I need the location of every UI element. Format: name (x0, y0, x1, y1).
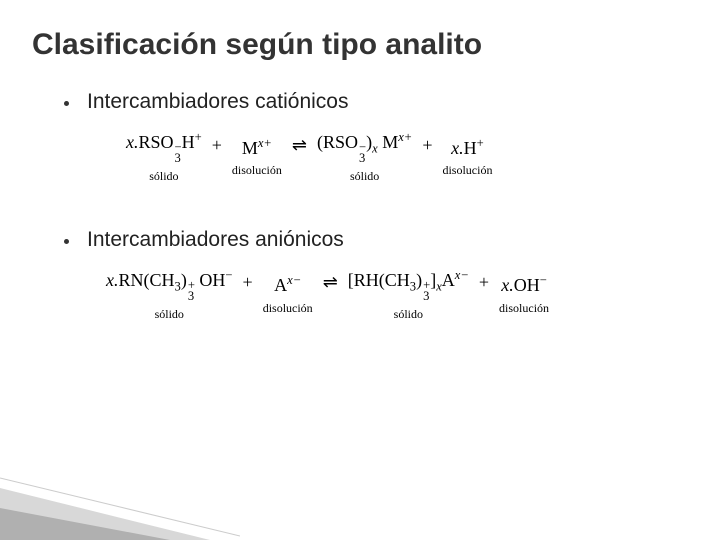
phase-label: sólido (155, 307, 184, 322)
bullet-text: Intercambiadores catiónicos (87, 90, 348, 114)
operator-plus: + (210, 133, 224, 157)
operator-plus: + (420, 133, 434, 157)
phase-label: sólido (350, 169, 379, 184)
bullet-item-anion: Intercambiadores aniónicos (64, 228, 684, 252)
bullet-dot-icon (64, 101, 69, 106)
operator-equilibrium: ⇌ (321, 271, 340, 295)
phase-label: disolución (499, 301, 549, 316)
phase-label: sólido (149, 169, 178, 184)
eq-term: x.OH− disolución (499, 275, 549, 316)
eq-term: Ax− disolución (263, 275, 313, 316)
eq-term: (RSO−3)x Mx+ sólido (317, 132, 412, 184)
bullet-text: Intercambiadores aniónicos (87, 228, 344, 252)
phase-label: disolución (263, 301, 313, 316)
corner-accent-icon (0, 470, 240, 540)
equation-anion: x.RN(CH3)+3 OH− sólido + Ax− disolución … (106, 270, 684, 322)
operator-plus: + (241, 271, 255, 295)
equation-row: x.RN(CH3)+3 OH− sólido + Ax− disolución … (106, 270, 684, 322)
phase-label: sólido (394, 307, 423, 322)
equation-cation: x.RSO−3H+ sólido + Mx+ disolución ⇌ (RSO… (126, 132, 684, 184)
phase-label: disolución (442, 163, 492, 178)
eq-term: [RH(CH3)+3]xAx− sólido (348, 270, 469, 322)
operator-plus: + (477, 271, 491, 295)
eq-term: x.RN(CH3)+3 OH− sólido (106, 270, 233, 322)
slide: Clasificación según tipo analito Interca… (0, 0, 720, 540)
eq-term: x.RSO−3H+ sólido (126, 132, 202, 184)
slide-title: Clasificación según tipo analito (32, 28, 684, 62)
eq-term: Mx+ disolución (232, 138, 282, 179)
bullet-dot-icon (64, 239, 69, 244)
bullet-item-cation: Intercambiadores catiónicos (64, 90, 684, 114)
eq-term: x.H+ disolución (442, 138, 492, 179)
equation-row: x.RSO−3H+ sólido + Mx+ disolución ⇌ (RSO… (126, 132, 684, 184)
operator-equilibrium: ⇌ (290, 133, 309, 157)
phase-label: disolución (232, 163, 282, 178)
